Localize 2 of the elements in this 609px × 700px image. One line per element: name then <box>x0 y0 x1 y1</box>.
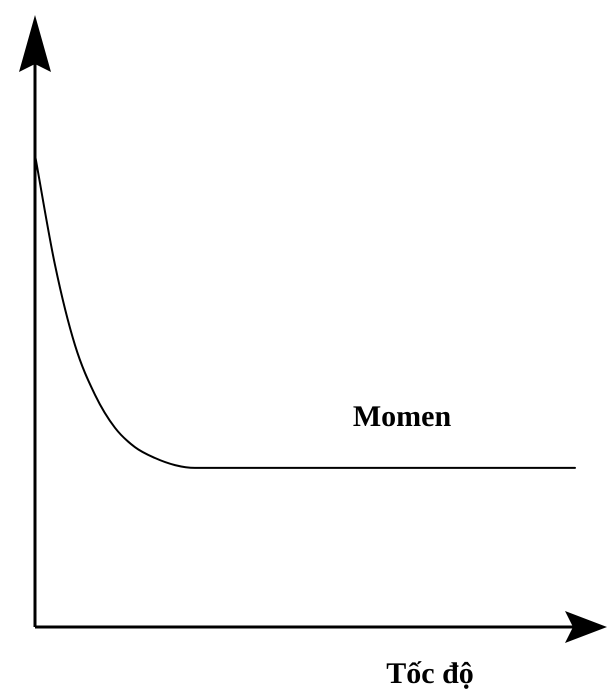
series-label: Momen <box>352 400 452 433</box>
x-axis-title: Tốc độ <box>386 656 474 690</box>
